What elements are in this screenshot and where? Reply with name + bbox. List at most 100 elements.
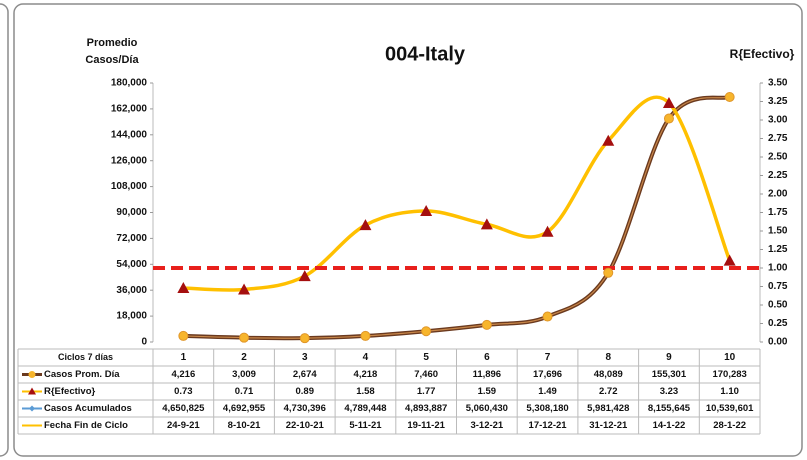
y2-tick-label: 3.00: [768, 115, 788, 126]
y-tick-label: 36,000: [116, 285, 147, 296]
point: [421, 326, 432, 337]
table-cell: 4,730,396: [284, 403, 326, 414]
table-cell: 1.59: [478, 386, 497, 397]
y-tick-label: 72,000: [116, 233, 147, 244]
table-cell: 17,696: [533, 369, 562, 380]
legend-label: Casos Acumulados: [44, 403, 132, 414]
point: [662, 96, 675, 108]
y-axis-label: Casos/Día: [85, 54, 139, 66]
table-cell: 4,893,887: [405, 403, 447, 414]
y-tick-label: 108,000: [111, 181, 148, 192]
legend-label: Fecha Fin de Ciclo: [44, 420, 128, 431]
table-cell: 17-12-21: [529, 420, 568, 431]
x-tick-label: 2: [241, 352, 247, 363]
table-cell: 5,308,180: [526, 403, 568, 414]
x-tick-label: 1: [181, 352, 187, 363]
y2-tick-label: 1.00: [768, 263, 788, 274]
legend-marker: [29, 405, 35, 412]
point: [298, 270, 311, 282]
legend-marker: [28, 387, 36, 395]
legend-label: R{Efectivo}: [44, 386, 96, 397]
y2-tick-label: 0.25: [768, 318, 788, 329]
point: [481, 319, 492, 330]
point: [238, 283, 251, 295]
table-cell: 7,460: [414, 369, 438, 380]
y2-tick-label: 3.50: [768, 78, 788, 89]
point: [178, 330, 189, 341]
table-cell: 4,216: [171, 369, 195, 380]
table-cell: 24-9-21: [167, 420, 200, 431]
y-tick-label: 54,000: [116, 259, 147, 270]
point: [724, 91, 735, 102]
y2-tick-label: 2.25: [768, 170, 788, 181]
y2-tick-label: 2.00: [768, 189, 788, 200]
legend-marker: [28, 371, 36, 378]
y2-tick-label: 1.50: [768, 226, 788, 237]
table-cell: 8,155,645: [648, 403, 691, 414]
y2-tick-label: 2.50: [768, 152, 788, 163]
table-cell: 1.58: [356, 386, 375, 397]
chart-panel: [13, 3, 803, 457]
y-tick-label: 0: [141, 337, 147, 348]
y-tick-label: 162,000: [111, 104, 148, 115]
table-cell: 3-12-21: [470, 420, 503, 431]
table-cell: 4,650,825: [162, 403, 205, 414]
y-tick-label: 90,000: [116, 207, 147, 218]
table-cell: 22-10-21: [286, 420, 325, 431]
table-cell: 0.89: [296, 386, 315, 397]
point: [603, 267, 614, 278]
table-cell: 11,896: [473, 369, 502, 380]
y2-tick-label: 0.50: [768, 300, 788, 311]
table-cell: 19-11-21: [407, 420, 445, 431]
y2-tick-label: 0.75: [768, 281, 788, 292]
point: [723, 254, 736, 266]
table-cell: 1.10: [720, 386, 739, 397]
point: [299, 333, 310, 344]
table-cell: 4,789,448: [344, 403, 386, 414]
table-cell: 4,218: [354, 369, 378, 380]
y-tick-label: 18,000: [116, 311, 147, 322]
x-tick-label: 7: [545, 352, 551, 363]
point: [420, 205, 433, 217]
y-tick-label: 126,000: [111, 155, 148, 166]
table-cell: 0.71: [235, 386, 254, 397]
y2-tick-label: 2.75: [768, 133, 788, 144]
x-tick-label: 4: [363, 352, 369, 363]
table-cell: 28-1-22: [713, 420, 746, 431]
point: [542, 311, 553, 322]
table-cell: 2.72: [599, 386, 618, 397]
table-header: Ciclos 7 días: [58, 352, 113, 362]
y2-tick-label: 0.00: [768, 337, 788, 348]
table-cell: 10,539,601: [706, 403, 754, 414]
y-axis-label: Promedio: [87, 37, 138, 49]
table-cell: 170,283: [712, 369, 746, 380]
y2-tick-label: 1.75: [768, 207, 788, 218]
y2-tick-label: 1.25: [768, 244, 788, 255]
table-cell: 48,089: [594, 369, 623, 380]
table-cell: 5,060,430: [466, 403, 508, 414]
table-cell: 14-1-22: [653, 420, 686, 431]
x-tick-label: 6: [484, 352, 490, 363]
legend-label: Casos Prom. Día: [44, 369, 120, 380]
side-panel: [0, 3, 9, 457]
table-cell: 0.73: [174, 386, 193, 397]
table-cell: 31-12-21: [589, 420, 628, 431]
y-tick-label: 180,000: [111, 78, 148, 89]
y-tick-label: 144,000: [111, 129, 148, 140]
point: [360, 330, 371, 341]
table-cell: 5,981,428: [587, 403, 629, 414]
y2-axis-label: R{Efectivo}: [730, 47, 795, 61]
table-cell: 1.77: [417, 386, 436, 397]
table-cell: 155,301: [652, 369, 687, 380]
point: [602, 134, 615, 146]
x-tick-label: 9: [666, 352, 672, 363]
point: [239, 332, 250, 343]
x-tick-label: 8: [605, 352, 611, 363]
point: [663, 113, 674, 124]
x-tick-label: 10: [724, 352, 736, 363]
table-cell: 3.23: [660, 386, 679, 397]
table-cell: 4,692,955: [223, 403, 266, 414]
table-cell: 8-10-21: [228, 420, 261, 431]
chart-title: 004-Italy: [385, 43, 466, 65]
